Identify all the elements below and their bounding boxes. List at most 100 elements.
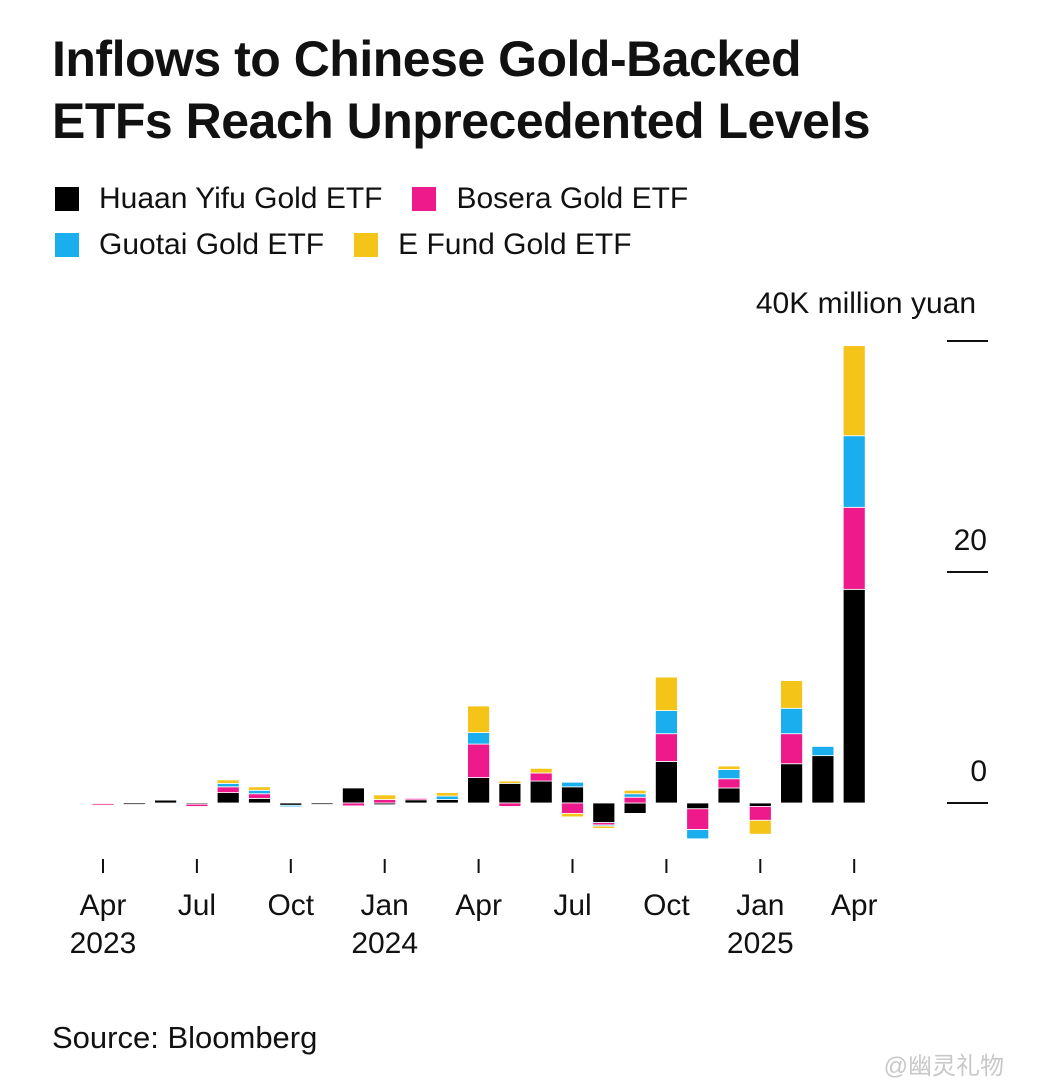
legend-row-2: Guotai Gold ETF E Fund Gold ETF — [55, 222, 955, 268]
bar-2024-04-series-3 — [467, 705, 491, 733]
legend-swatch-efund — [354, 233, 379, 257]
chart-title-line-2: ETFs Reach Unprecedented Levels — [52, 93, 871, 149]
legend-swatch-bosera — [412, 187, 437, 211]
bar-2025-01-series-0 — [748, 802, 772, 807]
bar-2024-07-series-0 — [561, 786, 584, 804]
x-tick-label-18: Oct — [643, 889, 690, 922]
legend-swatch-huaan — [55, 187, 79, 211]
x-tick-year-9: 2024 — [351, 927, 418, 960]
bar-2024-11-series-0 — [686, 802, 710, 810]
legend-label-efund: E Fund Gold ETF — [398, 228, 632, 261]
bar-2023-09-series-2 — [248, 789, 271, 795]
bar-2024-05-series-1 — [498, 802, 522, 807]
bar-2025-03-series-0 — [811, 755, 835, 804]
bar-2024-06-series-1 — [529, 772, 553, 782]
bar-2024-04-series-2 — [467, 732, 491, 745]
bar-2023-09-series-3 — [248, 786, 271, 791]
bar-2024-06-series-0 — [529, 780, 553, 804]
bar-2024-04-series-1 — [467, 743, 491, 778]
legend-label-huaan: Huaan Yifu Gold ETF — [99, 182, 383, 215]
x-tick-label-12: Apr — [455, 889, 502, 922]
y-tick-label-20000: 20 — [954, 524, 987, 557]
x-tick-label-15: Jul — [553, 889, 591, 922]
bar-2025-04-series-0 — [842, 588, 866, 804]
bar-2024-03-series-3 — [435, 792, 459, 797]
chart-title: Inflows to Chinese Gold-Backed ETFs Reac… — [52, 28, 1012, 152]
bar-2024-11-series-2 — [686, 829, 710, 840]
chart-title-line-1: Inflows to Chinese Gold-Backed — [52, 31, 802, 87]
bar-2024-06-series-3 — [529, 767, 553, 774]
bar-2024-01-series-1 — [373, 799, 397, 804]
bar-2025-03-series-2 — [811, 746, 835, 757]
bar-2023-08-series-3 — [216, 779, 240, 784]
legend-item-efund: E Fund Gold ETF — [354, 228, 632, 262]
bar-2025-01-series-1 — [748, 806, 772, 821]
x-tick-label-9: Jan — [361, 889, 409, 922]
watermark: @幽灵礼物 — [883, 1053, 1004, 1080]
bar-2024-12-series-2 — [717, 769, 741, 780]
y-tick-label-0: 0 — [970, 755, 987, 788]
legend: Huaan Yifu Gold ETF Bosera Gold ETF Guot… — [55, 176, 955, 268]
bar-2024-09-series-0 — [623, 802, 647, 814]
bar-2023-11-series-0 — [310, 802, 334, 805]
chart-plot-area: 0 20 Apr 2023 Jul Oct Jan 2024 Apr Jul Oct Jan 2025 A… — [70, 340, 988, 960]
bar-2025-04-series-3 — [842, 345, 866, 437]
bar-2025-01-series-3 — [748, 819, 772, 835]
x-tick-label-21: Jan — [736, 889, 784, 922]
bar-2024-12-series-3 — [717, 765, 741, 770]
bar-2023-08-series-2 — [216, 782, 240, 788]
bar-2024-12-series-1 — [717, 778, 741, 789]
legend-label-guotai: Guotai Gold ETF — [99, 228, 325, 261]
x-tick-label-3: Jul — [178, 889, 216, 922]
bar-2024-05-series-0 — [498, 782, 522, 804]
bar-2024-07-series-2 — [561, 781, 584, 788]
bar-2024-01-series-3 — [373, 794, 397, 800]
bar-2023-10-series-2 — [279, 804, 303, 808]
bar-2024-09-series-2 — [623, 793, 647, 798]
bar-2024-10-series-0 — [655, 761, 678, 804]
bar-2023-04-series-1 — [91, 803, 115, 806]
bar-2023-08-series-1 — [216, 786, 240, 794]
bar-2024-08-series-3 — [592, 825, 616, 829]
bar-2024-10-series-3 — [655, 676, 678, 711]
bar-2023-09-series-1 — [248, 793, 271, 799]
bar-2024-03-series-2 — [435, 795, 459, 800]
bar-2024-11-series-1 — [686, 808, 710, 830]
bar-2024-04-series-0 — [467, 777, 491, 804]
bar-2023-05-series-0 — [122, 802, 146, 805]
legend-label-bosera: Bosera Gold ETF — [456, 182, 689, 215]
bar-2025-04-series-1 — [842, 506, 866, 590]
legend-item-huaan: Huaan Yifu Gold ETF — [55, 182, 382, 216]
bar-2025-02-series-0 — [780, 763, 803, 804]
bar-2023-12-series-1 — [341, 802, 365, 807]
legend-item-bosera: Bosera Gold ETF — [412, 182, 688, 216]
x-tick-label-24: Apr — [831, 889, 878, 922]
bar-2023-08-series-0 — [216, 792, 240, 804]
bar-2025-02-series-3 — [780, 680, 803, 709]
legend-swatch-guotai — [55, 233, 79, 257]
x-tick-year-0: 2023 — [70, 927, 137, 960]
bar-2024-12-series-0 — [717, 787, 741, 804]
x-tick-label-0: Apr — [80, 889, 127, 922]
bar-2024-09-series-3 — [623, 789, 647, 795]
bar-2023-12-series-0 — [341, 787, 365, 804]
legend-row-1: Huaan Yifu Gold ETF Bosera Gold ETF — [55, 176, 955, 222]
bar-2024-03-series-0 — [435, 799, 459, 804]
bar-2024-02-series-1 — [404, 797, 428, 801]
source-note: Source: Bloomberg — [52, 1020, 318, 1055]
legend-item-guotai: Guotai Gold ETF — [55, 228, 324, 262]
bar-2024-10-series-2 — [655, 710, 678, 735]
bar-2024-09-series-1 — [623, 796, 647, 804]
bar-2024-05-series-3 — [498, 780, 522, 784]
bar-2025-02-series-1 — [780, 733, 803, 765]
x-tick-year-21: 2025 — [727, 927, 794, 960]
bar-2023-07-series-1 — [185, 803, 209, 807]
bar-2025-04-series-2 — [842, 435, 866, 508]
x-tick-label-6: Oct — [267, 889, 314, 922]
bar-2025-02-series-2 — [780, 707, 803, 735]
bar-2024-08-series-0 — [592, 802, 616, 824]
bar-2023-09-series-0 — [248, 797, 271, 804]
bar-2024-10-series-1 — [655, 733, 678, 762]
y-axis-unit-label: 40K million yuan — [755, 287, 976, 320]
bar-2023-06-series-0 — [154, 799, 178, 804]
